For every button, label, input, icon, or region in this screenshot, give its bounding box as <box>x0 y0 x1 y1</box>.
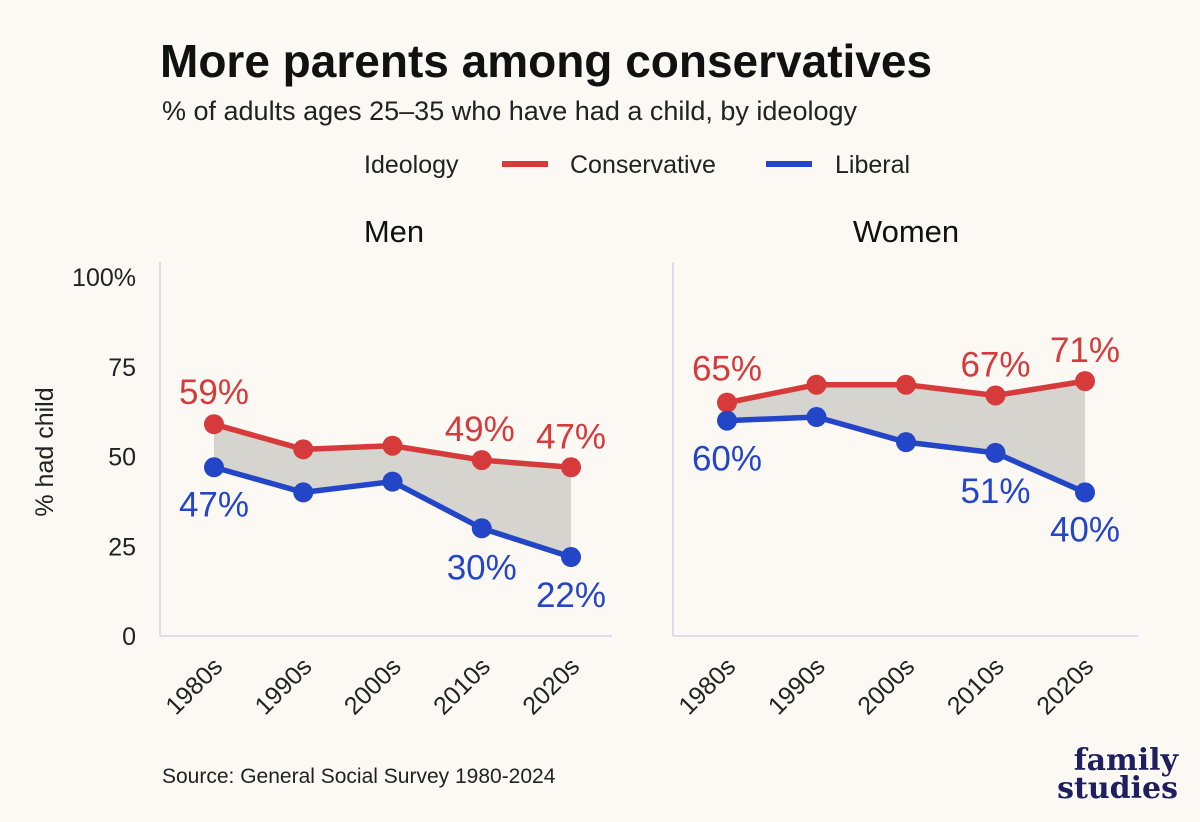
y-tick-label: 75 <box>108 354 136 382</box>
data-point-liberal <box>896 432 916 453</box>
chart-title: More parents among conservatives <box>160 35 932 87</box>
data-point-conservative <box>717 392 737 413</box>
data-label-conservative: 71% <box>1050 331 1120 370</box>
legend-title: Ideology <box>364 151 459 179</box>
y-tick-label: 25 <box>108 533 136 561</box>
x-tick-label: 2010s <box>942 652 1010 720</box>
x-tick-label: 2000s <box>339 652 407 720</box>
data-label-liberal: 22% <box>536 576 606 615</box>
data-point-liberal <box>985 442 1006 463</box>
x-tick-label: 2010s <box>428 652 496 720</box>
data-point-liberal <box>471 518 492 539</box>
data-label-liberal: 30% <box>447 548 517 587</box>
legend-label-conservative: Conservative <box>570 151 716 179</box>
panel-men: 59% 49% 47% 47% 30% 22% 1980s 1990s 2000s 2010s 20… <box>159 262 612 720</box>
panel-title-men: Men <box>364 214 424 249</box>
data-label-liberal: 40% <box>1050 510 1120 549</box>
data-point-conservative <box>382 435 403 456</box>
data-label-conservative: 59% <box>179 373 249 412</box>
data-point-conservative <box>1075 371 1095 392</box>
data-label-conservative: 67% <box>960 345 1030 384</box>
data-point-conservative <box>896 374 916 395</box>
brand-logo: family studies <box>1057 743 1179 806</box>
data-point-liberal <box>293 482 314 503</box>
data-point-liberal <box>382 471 403 492</box>
x-tick-label: 1990s <box>763 652 831 720</box>
x-tick-label: 2020s <box>517 652 585 720</box>
data-point-liberal <box>1075 482 1095 503</box>
y-axis-ticks: 0 25 50 75 100% <box>72 264 136 651</box>
data-label-conservative: 47% <box>536 417 606 456</box>
chart-subtitle: % of adults ages 25–35 who have had a ch… <box>162 96 857 126</box>
y-axis-title: % had child <box>31 387 59 516</box>
data-label-liberal: 47% <box>179 485 249 524</box>
y-tick-label: 50 <box>108 444 136 472</box>
x-tick-label: 1980s <box>160 652 228 720</box>
x-tick-label: 1990s <box>250 652 318 720</box>
brand-line-2: studies <box>1057 771 1178 806</box>
legend-label-liberal: Liberal <box>835 151 910 179</box>
brand-line-1: family <box>1074 743 1180 778</box>
data-point-liberal <box>806 407 827 428</box>
data-point-conservative <box>471 450 492 471</box>
x-tick-label: 1980s <box>673 652 741 720</box>
source-note: Source: General Social Survey 1980-2024 <box>162 765 556 788</box>
data-label-conservative: 65% <box>692 350 762 389</box>
data-point-conservative <box>204 414 224 435</box>
legend: Ideology Conservative Liberal <box>364 151 910 179</box>
data-label-liberal: 60% <box>692 440 762 479</box>
data-point-conservative <box>806 374 827 395</box>
data-point-conservative <box>561 457 581 478</box>
panel-women: 65% 67% 71% 60% 51% 40% 1980s 1990s 2000s 2010s 20… <box>672 262 1138 720</box>
x-tick-label: 2000s <box>852 652 920 720</box>
data-label-conservative: 49% <box>445 410 515 449</box>
data-point-liberal <box>717 410 737 431</box>
data-point-conservative <box>985 385 1006 406</box>
y-tick-label: 100% <box>72 264 136 292</box>
x-tick-label: 2020s <box>1031 652 1099 720</box>
data-point-conservative <box>293 439 314 460</box>
y-tick-label: 0 <box>122 623 136 651</box>
data-point-liberal <box>204 457 224 478</box>
data-label-liberal: 51% <box>960 472 1030 511</box>
data-point-liberal <box>561 547 581 568</box>
panel-title-women: Women <box>853 214 959 249</box>
